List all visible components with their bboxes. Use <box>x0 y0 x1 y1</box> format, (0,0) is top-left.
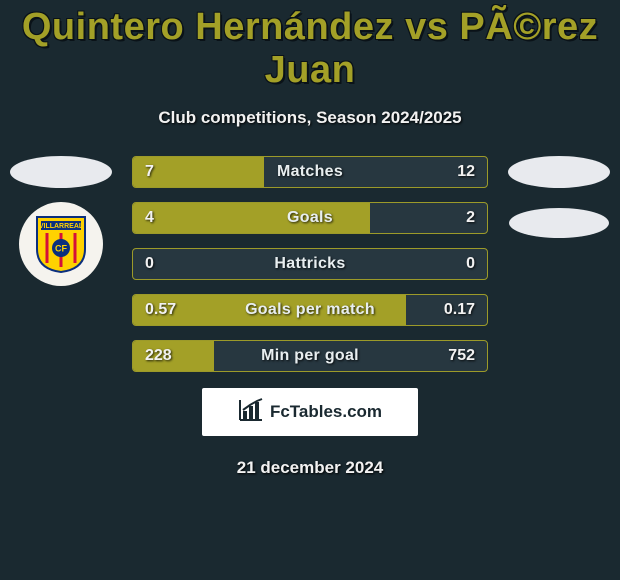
match-zone: VILLARREAL CF 712Matches42Goa <box>0 156 620 372</box>
left-team-badge-placeholder <box>10 156 112 188</box>
right-team-badge-placeholder-2 <box>509 208 609 238</box>
watermark-text: FcTables.com <box>270 402 382 422</box>
stat-bar: 228752Min per goal <box>132 340 488 372</box>
stat-bar: 00Hattricks <box>132 248 488 280</box>
stat-bar-fill <box>133 341 214 371</box>
stat-bar: 42Goals <box>132 202 488 234</box>
svg-text:VILLARREAL: VILLARREAL <box>39 223 84 230</box>
stat-bar-empty <box>370 203 487 233</box>
fctables-watermark: FcTables.com <box>202 388 418 436</box>
stat-bar-empty <box>264 157 487 187</box>
stat-bar: 0.570.17Goals per match <box>132 294 488 326</box>
stat-bar-empty <box>214 341 487 371</box>
page-title: Quintero Hernández vs PÃ©rez Juan <box>0 0 620 92</box>
bar-chart-icon <box>238 398 264 427</box>
stat-bar: 712Matches <box>132 156 488 188</box>
villarreal-crest-icon: VILLARREAL CF <box>35 215 87 273</box>
stat-bar-fill <box>133 203 370 233</box>
date-text: 21 december 2024 <box>0 458 620 478</box>
stat-bar-fill <box>133 295 406 325</box>
stat-bar-empty <box>133 249 487 279</box>
svg-text:CF: CF <box>55 244 67 254</box>
right-team-badge-placeholder-1 <box>508 156 610 188</box>
right-badges-column <box>504 156 614 238</box>
left-badges-column: VILLARREAL CF <box>6 156 116 286</box>
left-club-badge: VILLARREAL CF <box>19 202 103 286</box>
comparison-card: Quintero Hernández vs PÃ©rez Juan Club c… <box>0 0 620 580</box>
stats-bars: 712Matches 42Goals 00Hattricks 0.570.17Goal… <box>132 156 488 372</box>
subtitle: Club competitions, Season 2024/2025 <box>0 108 620 128</box>
stat-bar-fill <box>133 157 264 187</box>
stat-bar-empty <box>406 295 487 325</box>
